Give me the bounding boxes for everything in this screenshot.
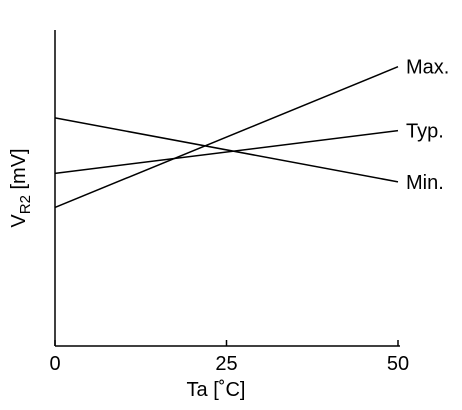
x-tick-label-0: 0 [49, 353, 60, 375]
y-axis-title-unit: [mV] [8, 148, 30, 195]
series-line-min [54, 117, 399, 183]
x-axis-ticks: 0 25 50 [49, 340, 409, 375]
series-label-typ: Typ. [406, 121, 444, 143]
series-lines [54, 66, 399, 209]
series-label-min: Min. [406, 172, 444, 194]
y-axis-title: VR2 [mV] [8, 148, 34, 227]
y-axis-title-main: V [8, 214, 30, 228]
series-labels: Max. Typ. Min. [406, 57, 449, 194]
x-tick-label-25: 25 [215, 353, 237, 375]
series-line-typ [54, 129, 399, 175]
x-tick-label-50: 50 [387, 353, 409, 375]
y-axis-title-subscript: R2 [17, 195, 34, 214]
series-label-max: Max. [406, 57, 449, 79]
x-axis-title: Ta [˚C] [187, 379, 246, 401]
series-line-max [54, 66, 399, 209]
